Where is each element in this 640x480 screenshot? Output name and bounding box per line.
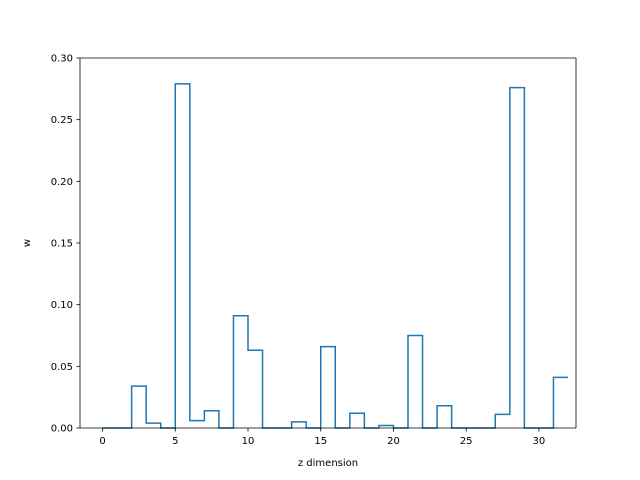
- histogram-bar-28: [510, 88, 525, 428]
- y-tick-label: 0.20: [51, 177, 73, 188]
- histogram-bar-17: [350, 413, 365, 428]
- y-tick-label: 0.30: [51, 54, 73, 65]
- y-tick-label: 0.10: [51, 300, 73, 311]
- y-tick-label: 0.15: [51, 239, 73, 250]
- histogram-bar-21: [408, 336, 423, 429]
- histogram-bar-3: [146, 423, 161, 428]
- y-tick-label: 0.00: [51, 424, 73, 435]
- x-tick-label: 20: [387, 436, 400, 447]
- plot-area: [80, 58, 576, 428]
- y-tick-label: 0.05: [51, 362, 73, 373]
- histogram-bar-15: [321, 347, 336, 428]
- x-tick-label: 25: [460, 436, 473, 447]
- histogram-bar-7: [204, 411, 219, 428]
- x-tick-label: 30: [533, 436, 546, 447]
- histogram-bar-27: [495, 414, 510, 428]
- histogram-bar-23: [437, 406, 452, 428]
- histogram-bar-31: [553, 377, 568, 428]
- x-tick-label: 15: [314, 436, 327, 447]
- y-ticks: 0.00 0.05 0.10 0.15 0.20 0.25 0.30: [51, 54, 80, 435]
- x-axis-label: z dimension: [298, 458, 358, 469]
- histogram-bar-6: [190, 421, 205, 428]
- x-ticks: 0 5 10 15 20 25 30: [99, 428, 545, 447]
- histogram-bar-9: [233, 316, 248, 428]
- x-tick-label: 0: [99, 436, 105, 447]
- y-tick-label: 0.25: [51, 115, 73, 126]
- x-tick-label: 5: [172, 436, 178, 447]
- x-tick-label: 10: [242, 436, 255, 447]
- y-axis-label: w: [22, 239, 33, 247]
- histogram-bar-13: [292, 422, 307, 428]
- histogram-bar-2: [132, 386, 147, 428]
- histogram-bar-10: [248, 350, 263, 428]
- histogram-bar-5: [175, 84, 190, 428]
